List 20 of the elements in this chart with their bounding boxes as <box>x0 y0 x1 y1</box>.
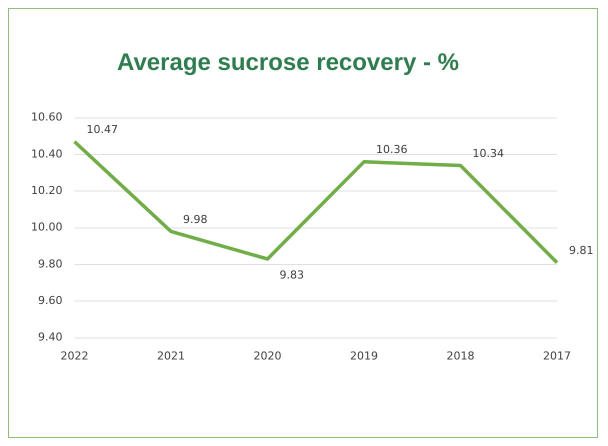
x-tick-label: 2018 <box>446 349 474 362</box>
y-tick-label: 9.60 <box>38 294 62 307</box>
data-label: 9.83 <box>279 268 304 282</box>
y-tick-label: 9.40 <box>38 330 62 344</box>
data-label: 10.36 <box>376 143 408 156</box>
x-tick-label: 2017 <box>543 349 571 362</box>
data-label: 9.81 <box>569 244 594 257</box>
x-tick-label: 2019 <box>350 349 378 362</box>
data-label: 9.98 <box>182 212 208 226</box>
y-tick-label: 10.20 <box>30 184 62 197</box>
y-tick-label: 10.00 <box>30 220 62 234</box>
y-tick-label: 10.40 <box>30 147 62 160</box>
y-tick-label: 9.80 <box>38 257 62 270</box>
chart-title: Average sucrose recovery - % <box>117 49 459 76</box>
x-tick-label: 2020 <box>253 349 282 362</box>
x-tick-label: 2022 <box>60 349 88 362</box>
data-label: 10.47 <box>86 122 118 136</box>
y-tick-label: 10.60 <box>30 110 62 124</box>
data-label: 10.34 <box>472 146 504 160</box>
x-tick-label: 2021 <box>156 349 185 362</box>
